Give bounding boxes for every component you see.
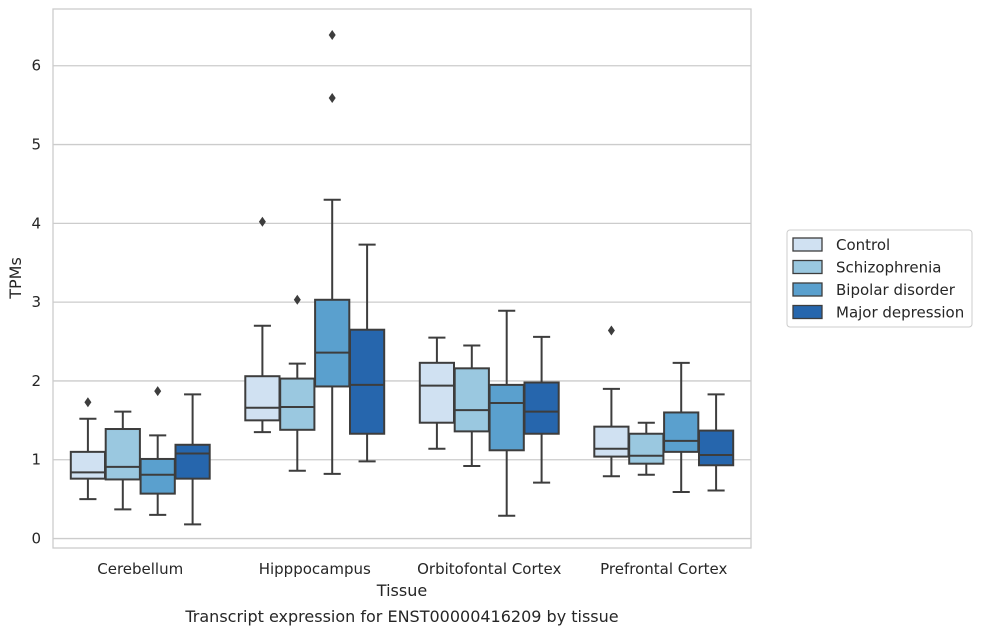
legend-items: Control Schizophrenia Bipolar disorder Majo… [792,236,964,322]
legend-swatch [792,259,823,275]
box-3-3 [697,393,735,492]
box-0-3 [593,325,630,478]
y-tick-label: 5 [31,136,41,154]
box-body [139,457,176,495]
legend: Control Schizophrenia Bipolar disorder Majo… [786,229,973,328]
y-tick-label: 1 [31,451,41,469]
legend-swatch [792,304,823,320]
x-tick-label: Hipppocampus [259,560,371,578]
box-2-0 [139,386,176,516]
outlier-point [84,397,92,408]
box-1-3 [628,421,665,476]
box-body [453,367,490,433]
x-tick-label: Cerebellum [97,560,183,578]
legend-label: Bipolar disorder [836,281,956,299]
legend-swatch [792,282,823,297]
box-3-1 [348,243,386,463]
box-body [244,375,281,422]
legend-swatch [792,237,823,252]
plot-frame [52,8,752,549]
x-tick-label: Prefrontal Cortex [600,560,727,578]
box-body [174,443,211,480]
box-groups [69,30,735,526]
box-1-0 [104,410,141,511]
y-tick-labels: 0 1 2 3 4 5 6 [31,57,41,548]
legend-frame [786,229,973,328]
box-1-1 [279,294,316,472]
box-body [523,381,560,435]
box-body [104,428,141,481]
y-tick-label: 2 [31,372,41,390]
box-body [628,432,665,465]
box-3-0 [174,393,211,526]
outlier-point [293,294,301,305]
x-tick-labels: Cerebellum Hipppocampus Orbitofontal Corte… [97,560,727,578]
x-tick-label: Orbitofontal Cortex [417,560,561,578]
box-0-2 [418,336,456,450]
legend-label: Schizophrenia [836,259,941,277]
legend-label: Control [836,236,890,254]
y-tick-label: 6 [31,57,41,75]
box-0-1 [244,216,281,434]
chart-caption: Transcript expression for ENST0000041620… [184,607,618,626]
box-body [418,361,456,424]
box-body [697,429,735,467]
x-axis-title: Tissue [376,581,427,600]
box-body [279,377,316,431]
y-axis-title: TPMs [6,257,25,300]
outlier-point [154,386,162,397]
outlier-point [328,30,336,41]
legend-label: Major depression [836,304,964,322]
box-2-2 [488,309,525,517]
box-body [348,328,386,435]
y-tick-label: 3 [31,293,41,311]
y-tick-label: 4 [31,214,41,232]
outlier-point [328,93,336,104]
box-0-0 [69,397,107,501]
y-tick-label: 0 [31,530,41,548]
box-body [593,425,630,458]
box-2-1 [314,30,351,475]
box-body [69,450,107,480]
box-body [488,383,525,452]
box-2-3 [663,361,700,494]
box-body [663,411,700,453]
box-1-2 [453,344,490,468]
outlier-point [258,216,266,227]
outlier-point [607,325,615,336]
box-3-2 [523,335,560,484]
box-body [314,298,351,388]
